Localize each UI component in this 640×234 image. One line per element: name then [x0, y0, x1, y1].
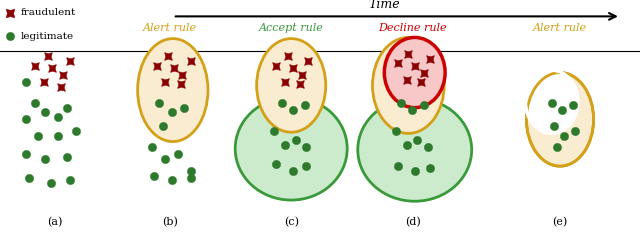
- Ellipse shape: [138, 39, 208, 142]
- Text: Alert rule: Alert rule: [143, 23, 196, 33]
- Text: (a): (a): [47, 217, 62, 227]
- Text: (e): (e): [552, 217, 568, 227]
- Ellipse shape: [526, 73, 594, 166]
- Text: (d): (d): [405, 217, 420, 227]
- Text: (c): (c): [284, 217, 299, 227]
- Text: fraudulent: fraudulent: [21, 8, 76, 17]
- Ellipse shape: [358, 98, 472, 201]
- Ellipse shape: [257, 39, 326, 132]
- Ellipse shape: [525, 70, 578, 133]
- Text: Time: Time: [368, 0, 400, 11]
- Ellipse shape: [372, 37, 444, 133]
- Text: Alert rule: Alert rule: [533, 23, 587, 33]
- Text: Accept rule: Accept rule: [259, 23, 324, 33]
- Text: Decline rule: Decline rule: [378, 23, 447, 33]
- Ellipse shape: [385, 37, 445, 108]
- Ellipse shape: [236, 97, 348, 200]
- Text: (b): (b): [162, 217, 177, 227]
- Text: legitimate: legitimate: [21, 32, 74, 41]
